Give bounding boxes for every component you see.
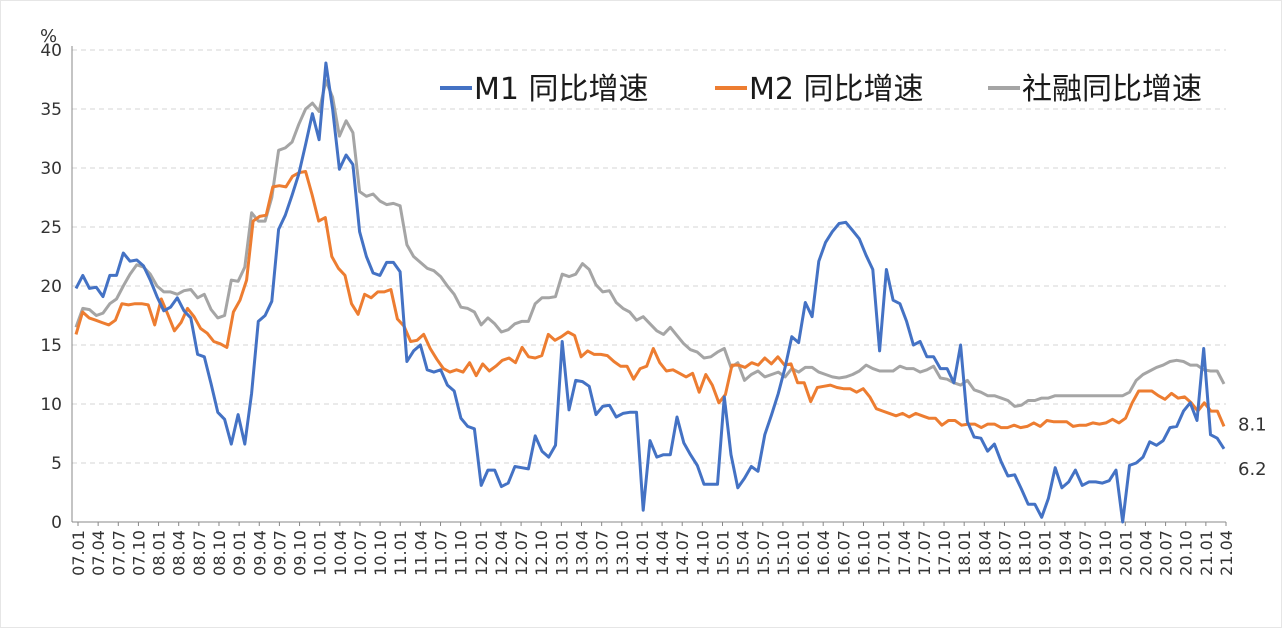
x-tick-label: 12.10 [532, 530, 551, 576]
legend-item-1: M2 同比增速 [715, 72, 924, 107]
y-tick-labels: 0 5 10 15 20 25 30 35 40 [40, 41, 62, 533]
x-tick-label: 11.10 [452, 530, 471, 576]
x-tick-label: 19.04 [1056, 530, 1075, 576]
x-tick-label: 11.07 [432, 530, 451, 576]
x-tick-label: 19.01 [1036, 530, 1055, 576]
gridlines [72, 49, 1226, 464]
x-tick-label: 07.07 [109, 530, 128, 576]
x-tick-label: 08.07 [190, 530, 209, 576]
axes [71, 46, 1226, 523]
x-tick-label: 10.07 [351, 530, 370, 576]
x-tick-label: 21.04 [1217, 530, 1236, 576]
x-tick-label: 20.07 [1157, 530, 1176, 576]
x-tick-label: 20.01 [1116, 530, 1135, 576]
legend-label: 社融同比增速 [1022, 72, 1202, 107]
x-tick-label: 16.04 [814, 530, 833, 576]
y-tick-label: 35 [40, 100, 62, 120]
x-tick-label: 12.04 [492, 530, 511, 576]
x-tick-label: 17.10 [935, 530, 954, 576]
y-tick-label: 40 [40, 41, 62, 61]
x-tick-label: 14.07 [673, 530, 692, 576]
x-tick-label: 09.10 [291, 530, 310, 576]
x-tick-label: 10.04 [331, 530, 350, 576]
x-tick-label: 12.01 [472, 530, 491, 576]
x-tick-label: 16.10 [854, 530, 873, 576]
x-tick-label: 14.01 [633, 530, 652, 576]
x-tick-label: 13.10 [613, 530, 632, 576]
x-tick-label: 07.10 [129, 530, 148, 576]
x-tick-label: 17.01 [875, 530, 894, 576]
end-value-label: 8.1 [1238, 414, 1267, 435]
legend-item-0: M1 同比增速 [440, 72, 649, 107]
x-tick-label: 09.07 [270, 530, 289, 576]
x-tick-label: 18.04 [975, 530, 994, 576]
end-value-label: 6.2 [1238, 459, 1267, 480]
y-tick-label: 0 [51, 513, 62, 533]
x-tick-label: 18.01 [955, 530, 974, 576]
legend: M1 同比增速 M2 同比增速 社融同比增速 [440, 72, 1202, 107]
series-line-0 [74, 61, 1226, 524]
x-tick-label: 09.01 [230, 530, 249, 576]
legend-label: M2 同比增速 [749, 72, 924, 107]
end-annotations: 8.1 6.2 [1238, 414, 1267, 479]
x-tick-label: 15.10 [774, 530, 793, 576]
x-tick-label: 15.04 [734, 530, 753, 576]
series-lines [74, 61, 1226, 524]
y-tick-label: 30 [40, 159, 62, 179]
y-tick-label: 10 [40, 395, 62, 415]
x-tick-label: 13.07 [593, 530, 612, 576]
x-tick-label: 12.07 [512, 530, 531, 576]
x-tick-label: 11.04 [411, 530, 430, 576]
x-tick-label: 07.01 [69, 530, 88, 576]
x-tick-label: 09.04 [250, 530, 269, 576]
x-tick-label: 10.01 [311, 530, 330, 576]
x-tick-label: 08.01 [150, 530, 169, 576]
x-tick-label: 13.01 [552, 530, 571, 576]
y-tick-label: 25 [40, 218, 62, 238]
x-tick-label: 20.04 [1136, 530, 1155, 576]
x-tick-label: 18.07 [995, 530, 1014, 576]
x-tick-label: 16.01 [794, 530, 813, 576]
x-tick-label: 18.10 [1016, 530, 1035, 576]
y-tick-label: 20 [40, 277, 62, 297]
x-tick-label: 17.07 [915, 530, 934, 576]
x-tick-label: 17.04 [895, 530, 914, 576]
x-tick-label: 20.10 [1177, 530, 1196, 576]
x-tick-labels: 07.01 07.04 07.07 07.10 08.01 08.04 08.07 08.10… [69, 522, 1236, 576]
x-tick-label: 15.07 [754, 530, 773, 576]
x-tick-label: 14.04 [653, 530, 672, 576]
y-tick-label: 15 [40, 336, 62, 356]
x-tick-label: 08.04 [170, 530, 189, 576]
series-line-1 [74, 170, 1226, 430]
legend-item-2: 社融同比增速 [988, 72, 1202, 107]
x-tick-label: 21.01 [1197, 530, 1216, 576]
legend-label: M1 同比增速 [474, 72, 649, 107]
y-unit-label: % [40, 26, 57, 47]
y-tick-label: 5 [51, 454, 62, 474]
x-tick-label: 16.07 [834, 530, 853, 576]
x-tick-label: 10.10 [371, 530, 390, 576]
x-tick-label: 19.07 [1076, 530, 1095, 576]
x-tick-label: 07.04 [89, 530, 108, 576]
x-tick-label: 15.01 [713, 530, 732, 576]
x-tick-label: 11.01 [391, 530, 410, 576]
x-tick-label: 19.10 [1096, 530, 1115, 576]
x-tick-label: 14.10 [693, 530, 712, 576]
x-tick-label: 08.10 [210, 530, 229, 576]
x-tick-label: 13.04 [573, 530, 592, 576]
